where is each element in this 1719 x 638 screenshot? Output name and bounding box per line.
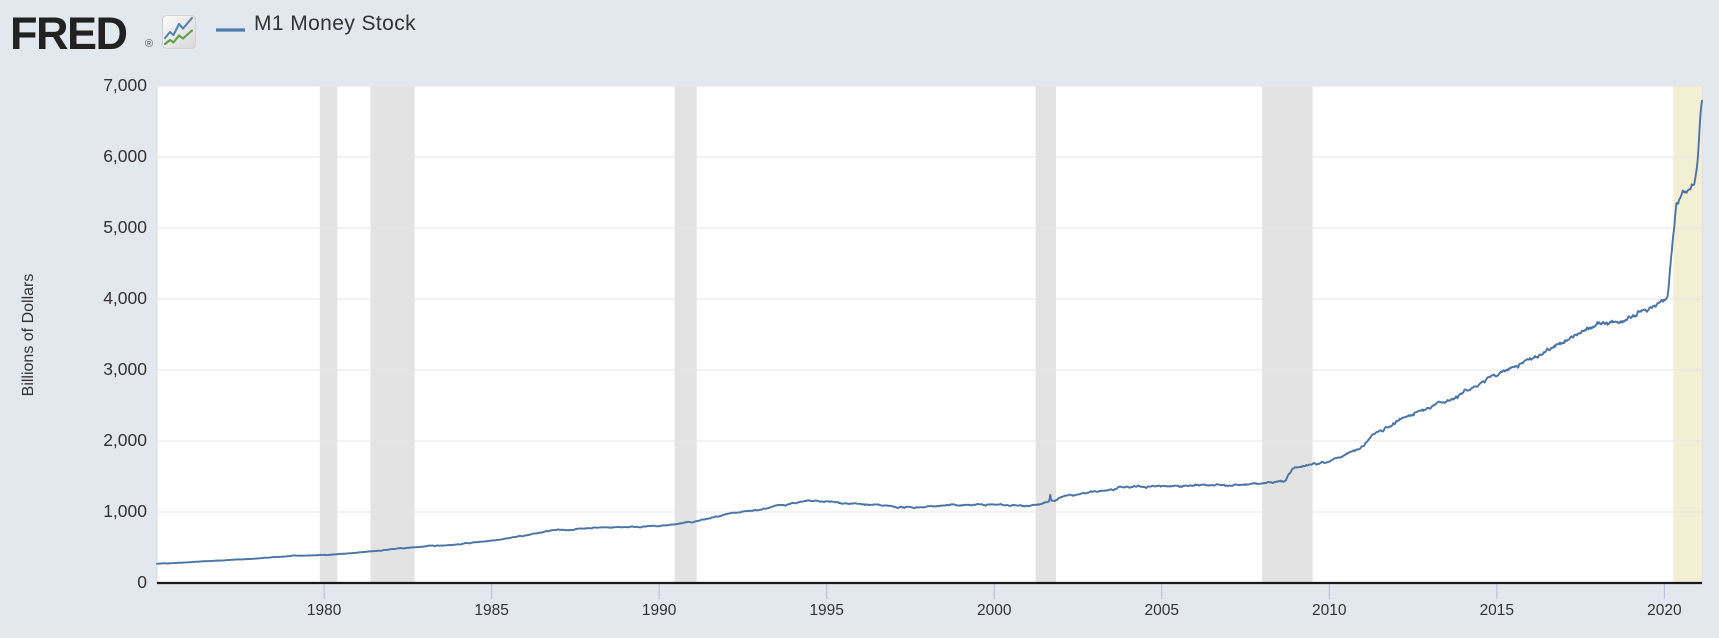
svg-text:2000: 2000	[977, 602, 1012, 619]
svg-text:2,000: 2,000	[103, 430, 147, 450]
svg-text:6,000: 6,000	[103, 146, 147, 166]
svg-text:4,000: 4,000	[103, 288, 147, 308]
svg-text:1990: 1990	[642, 602, 677, 619]
svg-text:5,000: 5,000	[103, 217, 147, 237]
svg-text:1980: 1980	[307, 602, 342, 619]
svg-text:2005: 2005	[1145, 602, 1179, 619]
svg-text:2015: 2015	[1480, 602, 1514, 619]
svg-text:1995: 1995	[809, 602, 843, 619]
svg-text:1985: 1985	[474, 602, 508, 619]
svg-text:7,000: 7,000	[103, 75, 147, 95]
svg-text:2010: 2010	[1312, 602, 1347, 619]
svg-text:0: 0	[137, 572, 147, 592]
svg-text:3,000: 3,000	[103, 359, 147, 379]
svg-text:1,000: 1,000	[103, 501, 147, 521]
svg-text:2020: 2020	[1647, 602, 1682, 619]
